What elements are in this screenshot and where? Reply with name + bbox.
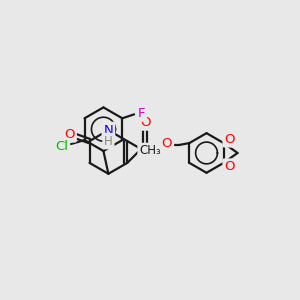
Text: H: H: [104, 135, 113, 148]
Text: O: O: [224, 133, 235, 146]
Text: F: F: [137, 107, 145, 120]
Text: N: N: [103, 124, 113, 137]
Text: CH₃: CH₃: [139, 145, 161, 158]
Text: O: O: [162, 136, 172, 150]
Text: Cl: Cl: [55, 140, 68, 152]
Text: O: O: [140, 116, 150, 129]
Text: O: O: [64, 128, 75, 141]
Text: O: O: [224, 160, 235, 173]
